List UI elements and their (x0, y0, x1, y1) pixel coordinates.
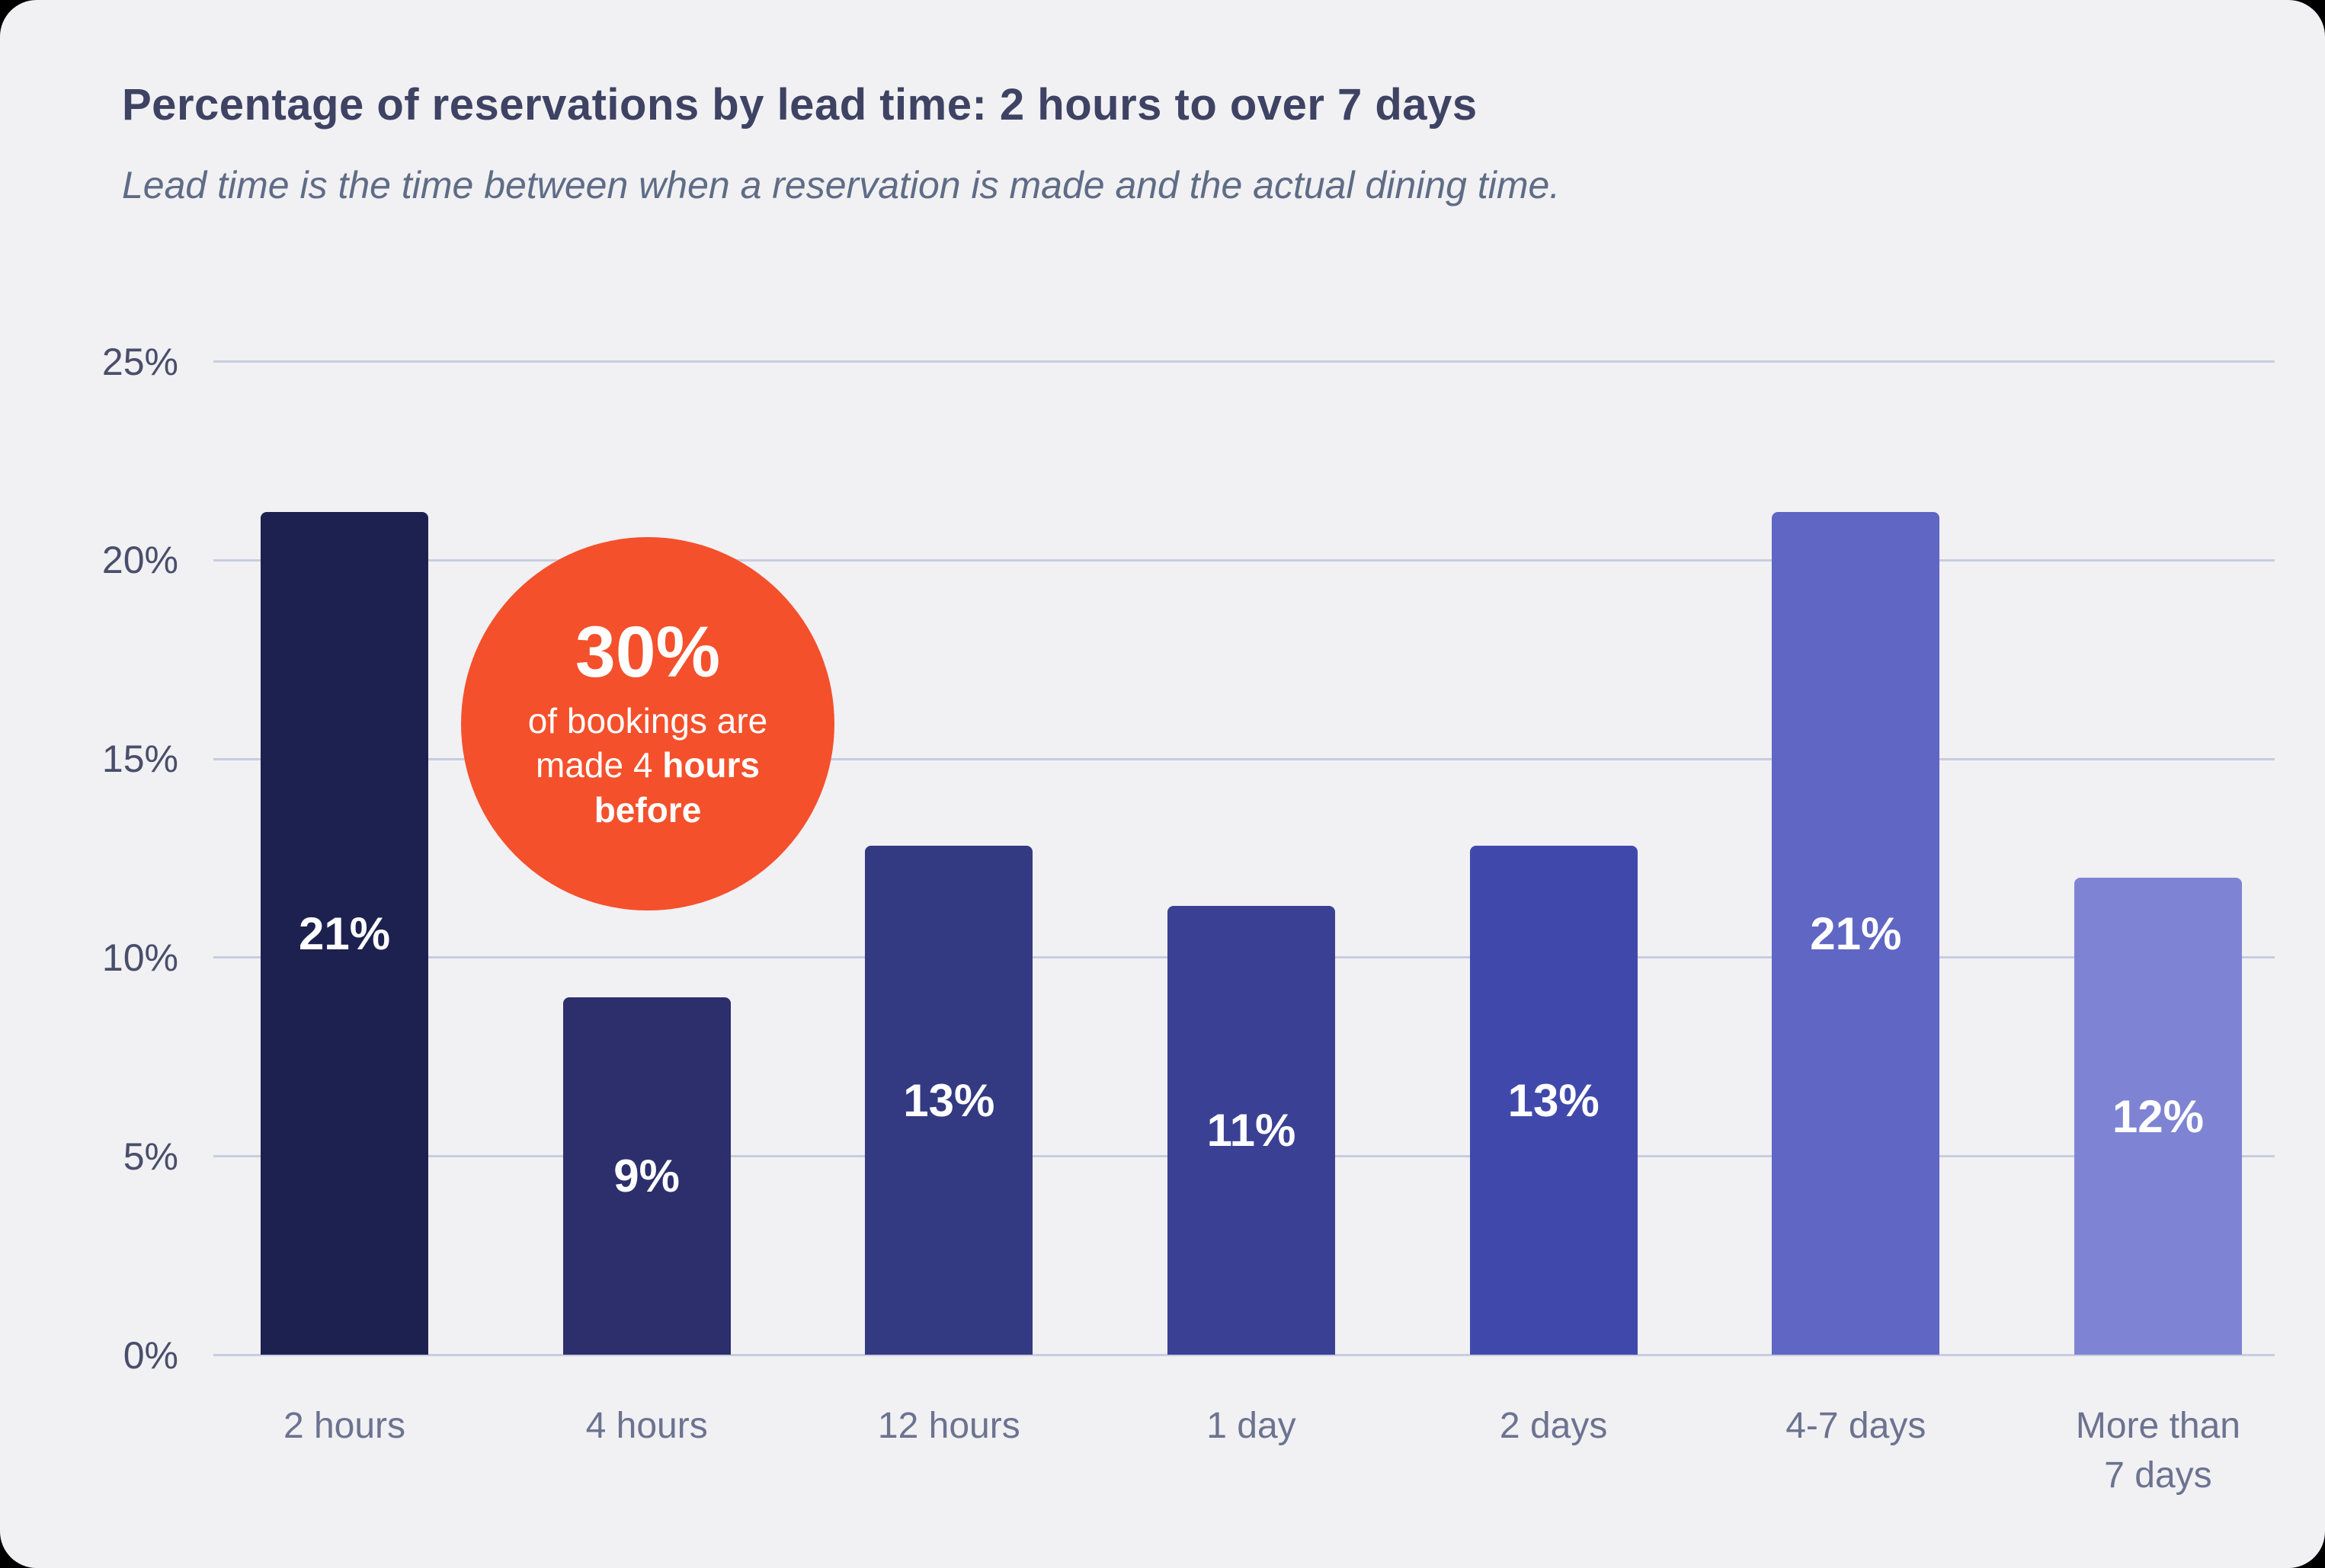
gridline: 20% (102, 539, 2275, 581)
gridline: 15% (102, 738, 2275, 780)
x-axis-label: 12 hours (877, 1406, 1020, 1446)
bar-value-label: 11% (1206, 1104, 1296, 1156)
bar-chart: 25% 20% 15% 10% 5% 0% 21% 9% 13% 11% 13%… (84, 341, 2275, 1496)
bar: 21% (261, 512, 428, 1355)
annotation-text-bold: before (594, 790, 702, 830)
y-axis-tick: 0% (123, 1333, 178, 1377)
bar-value-label: 13% (903, 1074, 995, 1126)
bar: 21% (1772, 512, 1940, 1355)
gridline: 25% (102, 341, 2275, 383)
bar-value-label: 13% (1507, 1074, 1600, 1126)
bar: 13% (865, 846, 1033, 1355)
x-axis-labels: 2 hours 4 hours 12 hours 1 day 2 days 4-… (261, 1402, 2242, 1501)
x-axis-label: 1 day (1206, 1406, 1296, 1446)
bars-row: 21% 9% 13% 11% 13% 21% 12% (261, 361, 2242, 1355)
gridline: 0% (123, 1334, 2275, 1377)
bar: 11% (1167, 905, 1335, 1355)
bar: 13% (1469, 846, 1638, 1355)
bar-value-label: 12% (2112, 1090, 2204, 1142)
bar: 9% (562, 997, 731, 1355)
annotation-text-bold: hours (662, 745, 760, 786)
x-axis-label: More than 7 days (2075, 1406, 2240, 1496)
bar-value-label: 9% (613, 1150, 681, 1202)
x-axis-label: 2 hours (283, 1406, 406, 1446)
annotation-line: of bookings are (527, 700, 768, 741)
annotation-line: before (594, 788, 702, 833)
chart-subtitle: Lead time is the time between when a res… (122, 164, 1561, 206)
annotation-line: made 4 hours (536, 743, 760, 788)
annotation-text-regular: made 4 (536, 745, 663, 786)
y-axis-tick: 25% (101, 340, 178, 383)
bar: 12% (2074, 878, 2242, 1355)
y-axis-tick: 15% (101, 738, 178, 781)
x-axis-label: 2 days (1499, 1406, 1608, 1446)
bar-value-label: 21% (1810, 907, 1902, 959)
y-axis-tick: 20% (101, 539, 178, 582)
annotation-badge: 30% of bookings are made 4 hours before (461, 537, 834, 910)
y-axis-tick: 5% (123, 1134, 178, 1178)
x-axis-label: 4-7 days (1785, 1406, 1926, 1446)
y-axis-tick: 10% (101, 936, 178, 979)
bar-value-label: 21% (298, 907, 391, 959)
annotation-headline: 30% (575, 611, 721, 693)
x-axis-label: 4 hours (585, 1406, 708, 1446)
chart-title: Percentage of reservations by lead time:… (122, 80, 1478, 130)
